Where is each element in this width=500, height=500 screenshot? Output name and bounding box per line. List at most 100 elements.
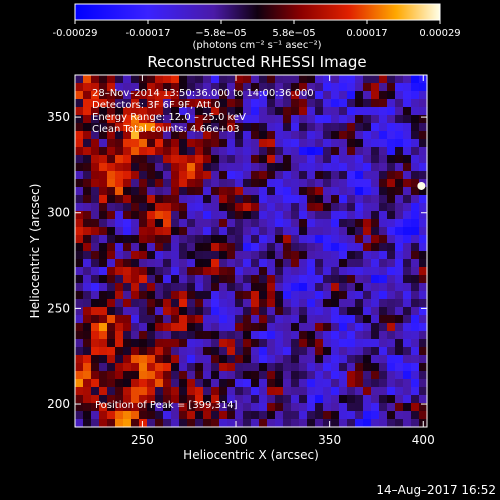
heatmap-cell [339,347,348,356]
heatmap-cell [219,243,228,252]
heatmap-cell [195,291,204,300]
heatmap-cell [171,331,180,340]
heatmap-cell [203,147,212,156]
heatmap-cell [235,235,244,244]
heatmap-cell [259,355,268,364]
heatmap-cell [411,219,420,228]
heatmap-cell [75,211,84,220]
heatmap-cell [227,99,236,108]
heatmap-cell [203,107,212,116]
heatmap-cell [107,387,116,396]
heatmap-cell [259,323,268,332]
heatmap-cell [323,347,332,356]
heatmap-cell [163,363,172,372]
heatmap-cell [323,331,332,340]
heatmap-cell [83,107,92,116]
heatmap-cell [75,339,84,348]
heatmap-cell [107,339,116,348]
heatmap-cell [307,83,316,92]
heatmap-cell [355,195,364,204]
heatmap-cell [115,203,124,212]
heatmap-cell [419,291,428,300]
heatmap-cell [291,227,300,236]
heatmap-cell [91,251,100,260]
heatmap-cell [195,379,204,388]
heatmap-cell [219,91,228,100]
heatmap-cell [179,283,188,292]
heatmap-cell [219,163,228,172]
heatmap-cell [299,267,308,276]
heatmap-cell [283,219,292,228]
heatmap-cell [363,139,372,148]
heatmap-cell [195,227,204,236]
heatmap-cell [171,147,180,156]
heatmap-cell [283,179,292,188]
heatmap-cell [243,179,252,188]
heatmap-cell [219,179,228,188]
heatmap-cell [203,99,212,108]
heatmap-cell [379,219,388,228]
heatmap-cell [171,179,180,188]
heatmap-cell [299,107,308,116]
heatmap-cell [243,75,252,84]
heatmap-cell [99,163,108,172]
heatmap-cell [347,163,356,172]
heatmap-cell [99,139,108,148]
heatmap-cell [331,179,340,188]
heatmap-cell [291,99,300,108]
heatmap-cell [291,147,300,156]
heatmap-cell [107,411,116,420]
heatmap-cell [251,107,260,116]
heatmap-cell [347,371,356,380]
heatmap-cell [99,291,108,300]
heatmap-cell [195,179,204,188]
heatmap-cell [259,259,268,268]
heatmap-cell [419,315,428,324]
heatmap-cell [187,307,196,316]
heatmap-cell [315,115,324,124]
heatmap-cell [291,91,300,100]
heatmap-cell [123,411,132,420]
heatmap-cell [227,419,236,428]
heatmap-cell [355,299,364,308]
heatmap-cell [299,243,308,252]
heatmap-cell [195,307,204,316]
heatmap-cell [403,211,412,220]
heatmap-cell [259,331,268,340]
heatmap-cell [299,227,308,236]
heatmap-cell [195,211,204,220]
heatmap-cell [395,187,404,196]
heatmap-cell [283,75,292,84]
heatmap-cell [235,187,244,196]
heatmap-cell [203,115,212,124]
heatmap-cell [227,251,236,260]
heatmap-cell [115,315,124,324]
heatmap-cell [99,411,108,420]
heatmap-cell [155,203,164,212]
heatmap-cell [187,347,196,356]
heatmap-cell [251,403,260,412]
heatmap-cell [283,243,292,252]
heatmap-cell [363,179,372,188]
heatmap-cell [387,411,396,420]
heatmap-cell [403,395,412,404]
heatmap-cell [307,323,316,332]
heatmap-cell [259,395,268,404]
heatmap-cell [315,419,324,428]
heatmap-cell [259,411,268,420]
heatmap-cell [107,331,116,340]
heatmap-cell [411,379,420,388]
heatmap-cell [251,195,260,204]
heatmap-cell [99,363,108,372]
heatmap-cell [99,267,108,276]
heatmap-cell [99,395,108,404]
heatmap-cell [371,91,380,100]
heatmap-cell [387,147,396,156]
heatmap-cell [307,219,316,228]
heatmap-cell [211,283,220,292]
heatmap-cell [323,267,332,276]
heatmap-cell [115,387,124,396]
heatmap-cell [171,171,180,180]
heatmap-cell [107,187,116,196]
heatmap-cell [75,291,84,300]
